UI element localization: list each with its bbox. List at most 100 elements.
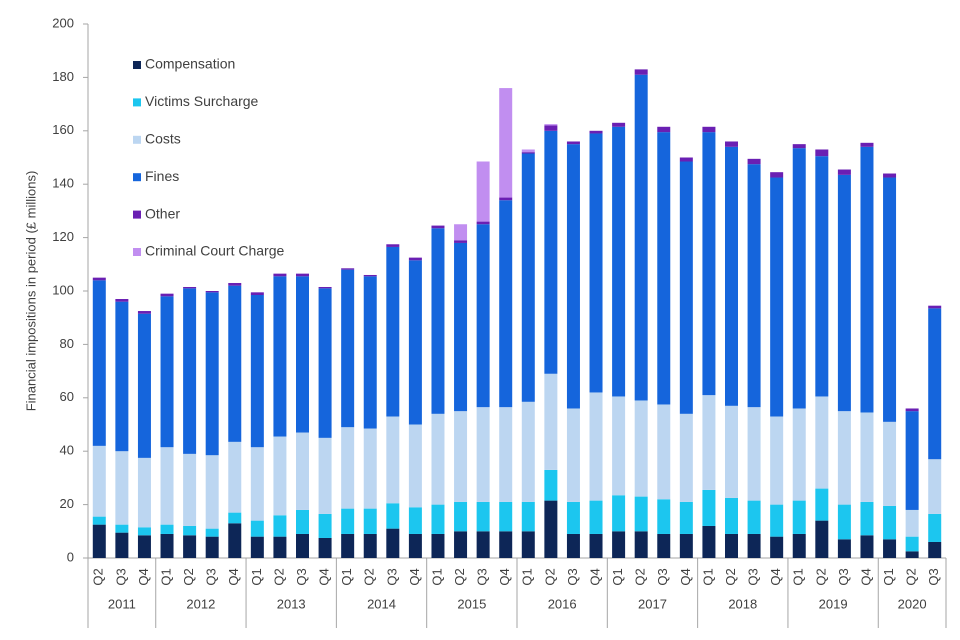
y-axis-label: Financial impositions in period (£ milli… [23,171,38,412]
bar-segment [183,525,197,536]
x-tick-label: Q3 [384,568,399,585]
bar-segment [521,153,535,402]
x-tick-label: Q3 [926,568,941,585]
bar-segment [228,523,242,558]
bar-segment [702,126,716,133]
bar-segment [883,505,897,540]
legend-marker [133,61,141,69]
legend-marker [133,98,141,107]
bar-segment [476,407,490,502]
bar-segment [296,533,309,558]
legend-label: Criminal Court Charge [145,243,284,259]
bar-segment [815,396,829,489]
legend-marker [133,248,141,256]
bar-segment [928,308,942,460]
bar-segment [521,531,535,558]
bar-segment [770,177,784,417]
x-group-label: 2017 [638,596,667,611]
bar-segment [476,531,490,558]
bar-segment [296,509,309,534]
bar-segment [476,224,490,408]
bar-segment [250,520,264,537]
bar-segment [905,411,919,510]
bar-segment [657,126,671,133]
bar-segment [296,276,309,433]
x-tick-label: Q4 [678,568,693,585]
bar-segment [589,133,603,393]
bar-segment [386,416,400,504]
bar-segment [860,146,874,413]
x-tick-label: Q3 [475,568,490,585]
bar-segment [183,453,197,526]
bar-segment [815,156,829,397]
bar-segment [747,533,761,558]
y-tick-label: 200 [52,15,74,30]
bar-segment [725,405,738,498]
bar-segment [905,408,919,412]
bar-segment [431,533,445,558]
bar-segment [205,291,219,293]
bar-segment [702,525,716,558]
x-tick-label: Q4 [136,568,151,585]
bar-segment [454,240,468,243]
x-tick-label: Q3 [655,568,670,585]
bar-segment [160,533,174,558]
bar-segment [250,292,264,296]
x-tick-label: Q4 [497,568,512,585]
bar-segment [386,246,400,417]
x-tick-label: Q1 [610,568,625,585]
bar-segment [160,293,174,297]
bar-segment [521,401,535,502]
legend-label: Victims Surcharge [145,93,259,109]
bar-segment [386,503,400,529]
y-tick-label: 60 [60,389,74,404]
bar-segment [702,395,716,490]
bar-segment [566,141,580,145]
bar-segment [92,280,106,446]
bar-segment [296,273,309,277]
y-tick-label: 80 [60,336,74,351]
y-tick-label: 0 [67,549,74,564]
bar-segment [183,535,197,558]
bar-segment [228,282,242,286]
x-group-label: 2019 [819,596,848,611]
bar-segment [747,407,761,501]
legend-marker [133,210,141,219]
bar-segment [860,535,874,558]
x-group-label: 2011 [108,596,136,611]
y-tick-label: 180 [52,69,74,84]
bar-segment [183,286,197,289]
bar-segment [408,257,422,261]
legend-marker [133,173,141,182]
bar-segment [905,509,919,537]
bar-segment [657,499,671,534]
bar-segment [725,497,738,534]
bar-segment [792,500,806,534]
bar-segment [137,527,151,536]
x-tick-label: Q4 [407,568,422,585]
bar-segment [115,451,129,525]
bar-segment [454,411,468,502]
x-tick-label: Q1 [520,568,535,585]
bar-segment [928,305,942,309]
bar-segment [205,528,219,537]
x-tick-label: Q1 [339,568,354,585]
bar-segment [341,269,355,428]
bar-segment [837,504,851,540]
bar-segment [521,149,535,153]
bar-segment [634,496,648,532]
bar-segment [815,488,829,521]
x-tick-label: Q3 [294,568,309,585]
x-group-label: 2018 [728,596,757,611]
bar-segment [386,244,400,247]
bar-segment [860,142,874,147]
bar-segment [92,277,106,281]
x-tick-label: Q2 [362,568,377,585]
bar-segment [273,436,287,516]
bar-segment [770,536,784,558]
bar-segment [589,533,603,558]
legend-label: Costs [145,131,181,147]
bar-segment [341,427,355,509]
bar-segment [318,286,332,289]
x-tick-label: Q2 [723,568,738,585]
